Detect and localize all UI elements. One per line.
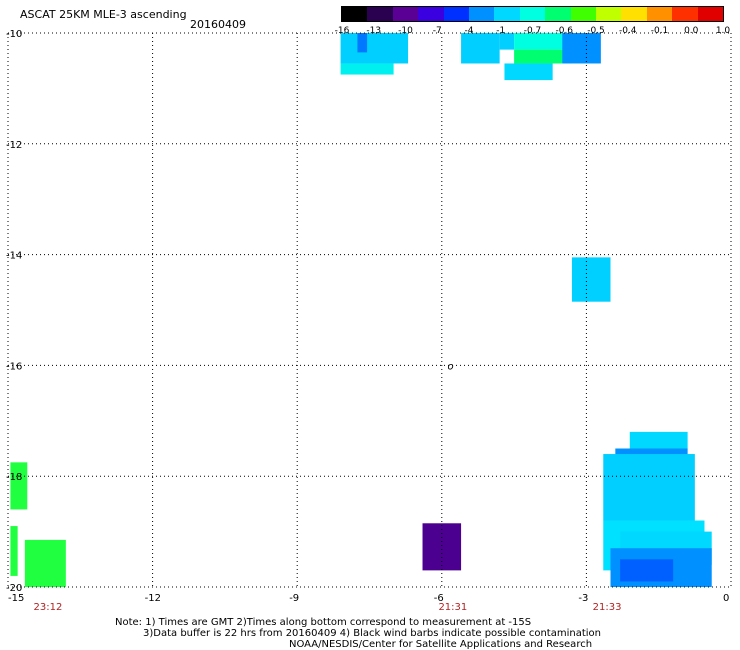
colorbar-segment xyxy=(519,7,546,21)
data-cell xyxy=(340,63,394,75)
data-cell xyxy=(562,33,601,64)
colorbar-segment xyxy=(494,7,520,21)
colorbar-segment xyxy=(621,7,647,21)
colorbar-label: 0.0 xyxy=(684,26,699,36)
note-line-3: NOAA/NESDIS/Center for Satellite Applica… xyxy=(289,639,593,650)
map-date: 20160409 xyxy=(190,18,246,31)
data-cell xyxy=(514,33,572,50)
note-line-2: 3)Data buffer is 22 hrs from 20160409 4)… xyxy=(143,628,601,639)
data-cell xyxy=(10,462,28,510)
x-tick-label: -3 xyxy=(578,593,588,604)
data-cell xyxy=(514,49,572,64)
colorbar-label: -4 xyxy=(464,26,474,36)
x-tick-label: -9 xyxy=(289,593,299,604)
x-tick-label: -12 xyxy=(145,593,161,604)
colorbar xyxy=(341,6,724,22)
colorbar-label: -7 xyxy=(432,26,442,36)
y-tick-label: -10 xyxy=(6,29,22,40)
colorbar-segment xyxy=(392,7,419,21)
time-label: 21:31 xyxy=(438,602,467,613)
data-cell xyxy=(603,454,695,521)
x-tick-label: -15 xyxy=(8,593,24,604)
colorbar-label: -13 xyxy=(366,26,382,36)
data-cell xyxy=(620,559,674,582)
x-tick-label: -6 xyxy=(434,593,444,604)
data-cell xyxy=(357,33,368,53)
data-cell xyxy=(571,257,611,302)
colorbar-label: -0.6 xyxy=(555,26,574,36)
y-tick-label: -18 xyxy=(6,472,22,483)
colorbar-label: -1 xyxy=(496,26,506,36)
colorbar-segment xyxy=(342,7,368,21)
colorbar-labels: -16 -13 -10 -7 -4 -1 -0.7 -0.6 -0.5 -0.4 -0.1 0.0 1.… xyxy=(330,26,740,38)
colorbar-segment xyxy=(646,7,673,21)
colorbar-label: -16 xyxy=(334,26,350,36)
colorbar-segment xyxy=(443,7,470,21)
data-cell xyxy=(422,523,462,571)
colorbar-segment xyxy=(418,7,444,21)
y-tick-label: -12 xyxy=(6,140,22,151)
data-cell xyxy=(24,539,66,587)
colorbar-segment xyxy=(367,7,393,21)
data-cell xyxy=(461,33,500,64)
time-label: 23:12 xyxy=(34,602,63,613)
x-tick-label: 0 xyxy=(723,593,729,604)
note-line-1: Note: 1) Times are GMT 2)Times along bot… xyxy=(115,617,532,628)
colorbar-segment xyxy=(697,7,724,21)
colorbar-label: -10 xyxy=(398,26,413,36)
data-cell xyxy=(340,33,409,64)
data-cell xyxy=(10,526,18,576)
colorbar-segment xyxy=(596,7,622,21)
map-title: ASCAT 25KM MLE-3 ascending xyxy=(20,8,187,21)
data-cell xyxy=(499,33,515,50)
colorbar-segment xyxy=(469,7,495,21)
colorbar-label: -0.4 xyxy=(618,26,637,36)
y-tick-label: -16 xyxy=(6,361,22,372)
time-label: 21:33 xyxy=(593,602,622,613)
data-cell xyxy=(504,63,553,81)
colorbar-label: 1.0 xyxy=(715,26,731,36)
colorbar-label: -0.5 xyxy=(587,26,605,36)
data-cell xyxy=(629,431,688,449)
y-tick-label: -14 xyxy=(6,251,22,262)
colorbar-segment xyxy=(570,7,597,21)
y-tick-label: -20 xyxy=(6,583,22,594)
colorbar-segment xyxy=(672,7,698,21)
colorbar-segment xyxy=(545,7,571,21)
center-marker: o xyxy=(447,361,453,372)
colorbar-label: -0.7 xyxy=(523,26,542,36)
colorbar-label: -0.1 xyxy=(650,26,669,36)
